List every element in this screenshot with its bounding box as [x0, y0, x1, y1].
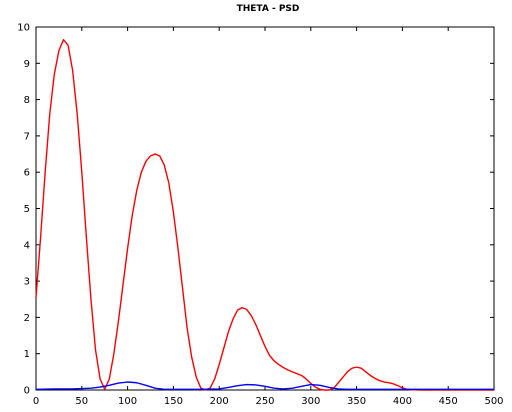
y-tick-label: 10 [17, 23, 30, 34]
y-tick-label: 0 [24, 386, 30, 397]
plot-area: 0 50 100 150 200 250 300 350 400 450 500 0 1 2 3 4 5 6 7 8 9… [17, 23, 503, 408]
series-line-red [35, 39, 494, 391]
x-tick-label: 350 [347, 396, 366, 407]
x-tick-label: 400 [393, 396, 412, 407]
x-tick-label: 150 [164, 396, 183, 407]
y-tick-label: 6 [24, 168, 30, 179]
chart-title: THETA - PSD [237, 4, 300, 14]
x-tick-label: 450 [439, 396, 458, 407]
y-tick-label: 1 [24, 349, 30, 360]
y-tick-label: 9 [24, 59, 30, 70]
y-tick-label: 7 [24, 131, 30, 142]
series-line-blue [35, 381, 494, 390]
x-tick-label: 0 [33, 396, 39, 407]
x-tick-label: 200 [210, 396, 229, 407]
x-tick-label: 250 [255, 396, 274, 407]
x-tick-label: 50 [75, 396, 88, 407]
x-tick-label: 300 [301, 396, 320, 407]
y-tick-label: 3 [24, 277, 30, 288]
y-tick-label: 8 [24, 95, 30, 106]
y-tick-label: 2 [24, 313, 30, 324]
x-tick-label: 500 [484, 396, 503, 407]
axes-box [35, 26, 495, 391]
y-tick-label: 4 [24, 240, 30, 251]
x-tick-label: 100 [118, 396, 137, 407]
y-tick-label: 5 [24, 204, 30, 215]
